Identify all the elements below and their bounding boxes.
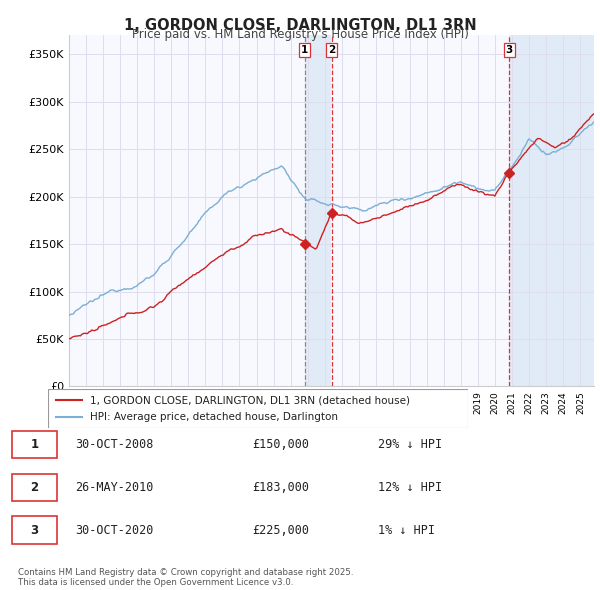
Text: £150,000: £150,000 <box>252 438 309 451</box>
Text: HPI: Average price, detached house, Darlington: HPI: Average price, detached house, Darl… <box>90 412 338 422</box>
Text: 1: 1 <box>301 45 308 55</box>
FancyBboxPatch shape <box>12 474 57 502</box>
Text: 30-OCT-2020: 30-OCT-2020 <box>75 524 154 537</box>
Text: 12% ↓ HPI: 12% ↓ HPI <box>378 481 442 494</box>
Text: 3: 3 <box>31 524 38 537</box>
Bar <box>305 35 331 386</box>
Text: 2: 2 <box>31 481 38 494</box>
Text: 1: 1 <box>31 438 38 451</box>
Text: Price paid vs. HM Land Registry's House Price Index (HPI): Price paid vs. HM Land Registry's House … <box>131 28 469 41</box>
Text: 3: 3 <box>506 45 513 55</box>
Text: 1, GORDON CLOSE, DARLINGTON, DL1 3RN: 1, GORDON CLOSE, DARLINGTON, DL1 3RN <box>124 18 476 32</box>
FancyBboxPatch shape <box>48 389 468 428</box>
FancyBboxPatch shape <box>12 516 57 544</box>
Text: 2: 2 <box>328 45 335 55</box>
Text: 29% ↓ HPI: 29% ↓ HPI <box>378 438 442 451</box>
Text: 1, GORDON CLOSE, DARLINGTON, DL1 3RN (detached house): 1, GORDON CLOSE, DARLINGTON, DL1 3RN (de… <box>90 395 410 405</box>
FancyBboxPatch shape <box>12 431 57 458</box>
Text: 1% ↓ HPI: 1% ↓ HPI <box>378 524 435 537</box>
Text: 26-MAY-2010: 26-MAY-2010 <box>75 481 154 494</box>
Text: 30-OCT-2008: 30-OCT-2008 <box>75 438 154 451</box>
Text: £183,000: £183,000 <box>252 481 309 494</box>
Bar <box>509 35 594 386</box>
Text: Contains HM Land Registry data © Crown copyright and database right 2025.
This d: Contains HM Land Registry data © Crown c… <box>18 568 353 587</box>
Text: £225,000: £225,000 <box>252 524 309 537</box>
